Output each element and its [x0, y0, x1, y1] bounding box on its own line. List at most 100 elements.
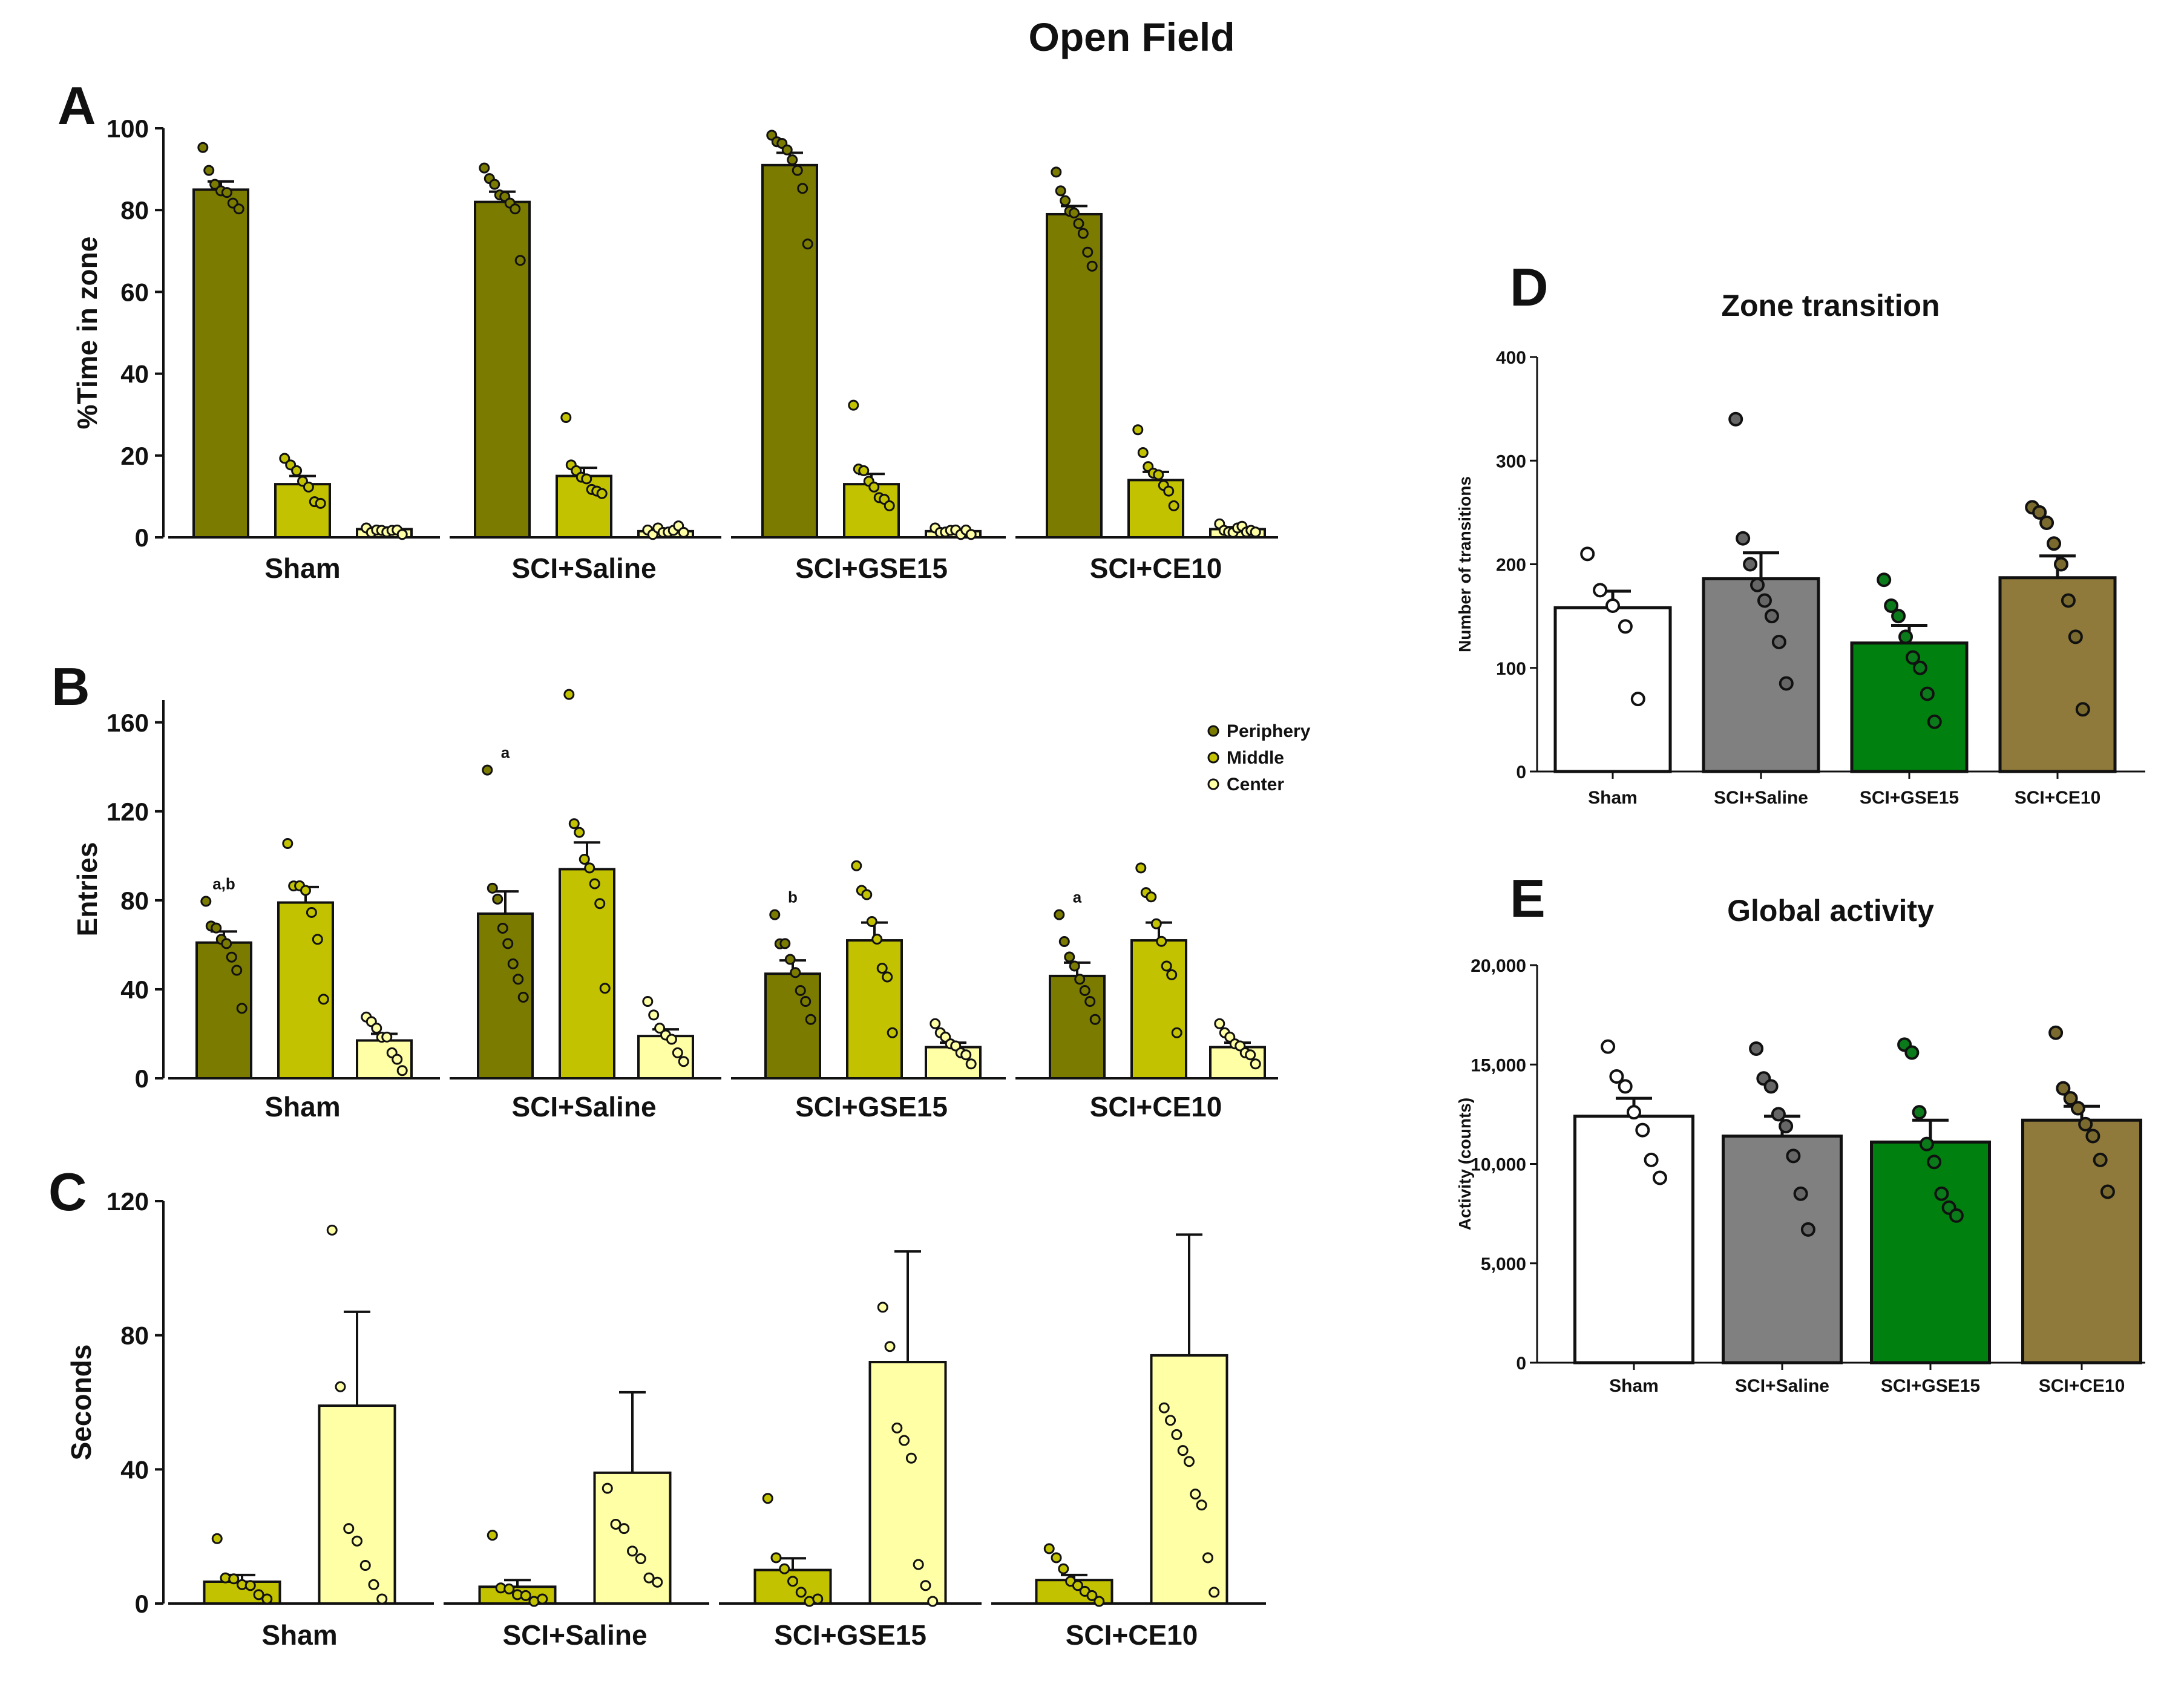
data-point	[244, 1580, 256, 1591]
data-point	[482, 764, 493, 776]
data-point	[882, 971, 893, 983]
y-tick-label: 40	[120, 360, 149, 388]
data-point	[563, 689, 575, 700]
data-point	[1196, 1499, 1207, 1511]
data-point	[209, 179, 221, 190]
data-point	[507, 958, 519, 969]
data-point	[1054, 909, 1065, 920]
bar-periphery	[764, 972, 821, 1080]
data-point	[1073, 218, 1084, 229]
data-point	[1912, 660, 1927, 675]
data-point	[1250, 1058, 1261, 1070]
data-point	[1580, 546, 1595, 562]
data-point	[584, 862, 595, 874]
data-point	[1132, 424, 1144, 436]
data-point	[2048, 1025, 2064, 1040]
data-point	[672, 1047, 683, 1058]
data-point	[1051, 1552, 1062, 1564]
data-point	[359, 1560, 371, 1571]
data-point	[594, 898, 606, 909]
data-point	[2078, 1116, 2093, 1132]
data-point	[479, 162, 490, 174]
y-tick-label: 60	[120, 278, 149, 306]
y-tick-label: 100	[1496, 659, 1526, 679]
data-point	[1177, 1445, 1189, 1456]
bar-middle	[559, 868, 615, 1080]
data-point	[1920, 686, 1935, 701]
data-point	[2100, 1184, 2115, 1199]
panel-e: E Global activity 0 5,000 10,000 15,000 20,000…	[1455, 868, 2145, 1396]
category-label: SCI+CE10	[2015, 788, 2101, 808]
data-point	[335, 1381, 346, 1392]
data-point	[800, 996, 812, 1007]
data-point	[2061, 593, 2076, 608]
data-point	[1074, 974, 1086, 985]
data-point	[678, 526, 689, 538]
data-point	[618, 1523, 630, 1535]
data-point	[326, 1224, 338, 1236]
data-point	[1250, 526, 1261, 538]
data-point	[503, 1583, 515, 1594]
data-point	[1163, 485, 1175, 497]
data-point	[1736, 531, 1751, 546]
data-point	[1168, 500, 1179, 511]
bar	[1573, 1115, 1694, 1365]
y-tick-label: 0	[135, 1590, 149, 1618]
bar-periphery	[761, 163, 818, 539]
data-point	[2070, 1101, 2085, 1116]
data-point	[1208, 1587, 1220, 1598]
data-point	[1601, 1039, 1616, 1054]
data-point	[1086, 260, 1098, 272]
y-tick-label: 10,000	[1471, 1155, 1526, 1175]
data-point	[654, 1023, 666, 1034]
data-point	[381, 1031, 393, 1043]
data-point	[2075, 702, 2090, 717]
data-point	[797, 183, 808, 194]
data-point	[1749, 1041, 1764, 1056]
data-point	[784, 954, 796, 965]
data-point	[2039, 516, 2054, 530]
data-point	[2063, 1091, 2078, 1106]
category-label: Sham	[1609, 1376, 1659, 1396]
data-point	[868, 481, 880, 493]
panel-label-a: A	[57, 76, 96, 136]
data-point	[1618, 619, 1633, 634]
y-tick-label: 120	[107, 1187, 149, 1216]
data-point	[899, 1435, 910, 1446]
data-point	[1763, 1079, 1779, 1094]
data-point	[920, 1580, 931, 1591]
data-point	[599, 983, 611, 994]
data-point	[1750, 577, 1765, 592]
y-axis-label: Number of transitions	[1455, 476, 1474, 652]
data-point	[2032, 505, 2047, 520]
panel-b: B 0 40 80 120 160 Entries Sham SCI+Saline SCI+GSE…	[51, 657, 1278, 1122]
data-point	[574, 827, 585, 838]
data-point	[1064, 951, 1075, 963]
category-label: SCI+GSE15	[1881, 1376, 1980, 1396]
data-point	[343, 1523, 355, 1535]
data-point	[1146, 891, 1157, 903]
y-tick-label: 5,000	[1481, 1254, 1526, 1274]
data-point	[228, 1573, 240, 1585]
data-point	[492, 893, 503, 905]
panel-a: A 0 20 40 60 80 100 %Time in zone Sham SCI+Saline…	[57, 76, 1278, 584]
data-point	[306, 906, 317, 918]
data-point	[596, 488, 608, 499]
bar-middle	[556, 474, 612, 539]
data-point	[2068, 629, 2083, 644]
data-point	[1158, 1402, 1170, 1414]
data-point	[1171, 1429, 1182, 1440]
group-label: SCI+CE10	[1090, 1091, 1222, 1122]
data-point	[627, 1545, 638, 1557]
data-point	[930, 1018, 941, 1029]
bar	[1998, 576, 2117, 773]
data-point	[1079, 985, 1090, 996]
data-point	[581, 473, 592, 485]
data-point	[520, 1590, 531, 1601]
data-point	[368, 1579, 379, 1590]
data-point	[666, 1034, 677, 1045]
data-point	[1771, 1107, 1786, 1122]
data-point	[770, 1552, 782, 1564]
data-point	[1084, 996, 1096, 1007]
